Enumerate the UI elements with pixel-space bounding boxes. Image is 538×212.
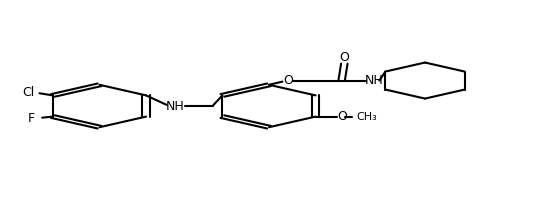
Text: O: O (283, 74, 293, 87)
Text: NH: NH (365, 74, 383, 87)
Text: O: O (337, 110, 348, 123)
Text: Cl: Cl (23, 86, 35, 99)
Text: NH: NH (166, 99, 184, 113)
Text: F: F (28, 112, 35, 125)
Text: CH₃: CH₃ (356, 112, 377, 122)
Text: O: O (339, 51, 349, 64)
